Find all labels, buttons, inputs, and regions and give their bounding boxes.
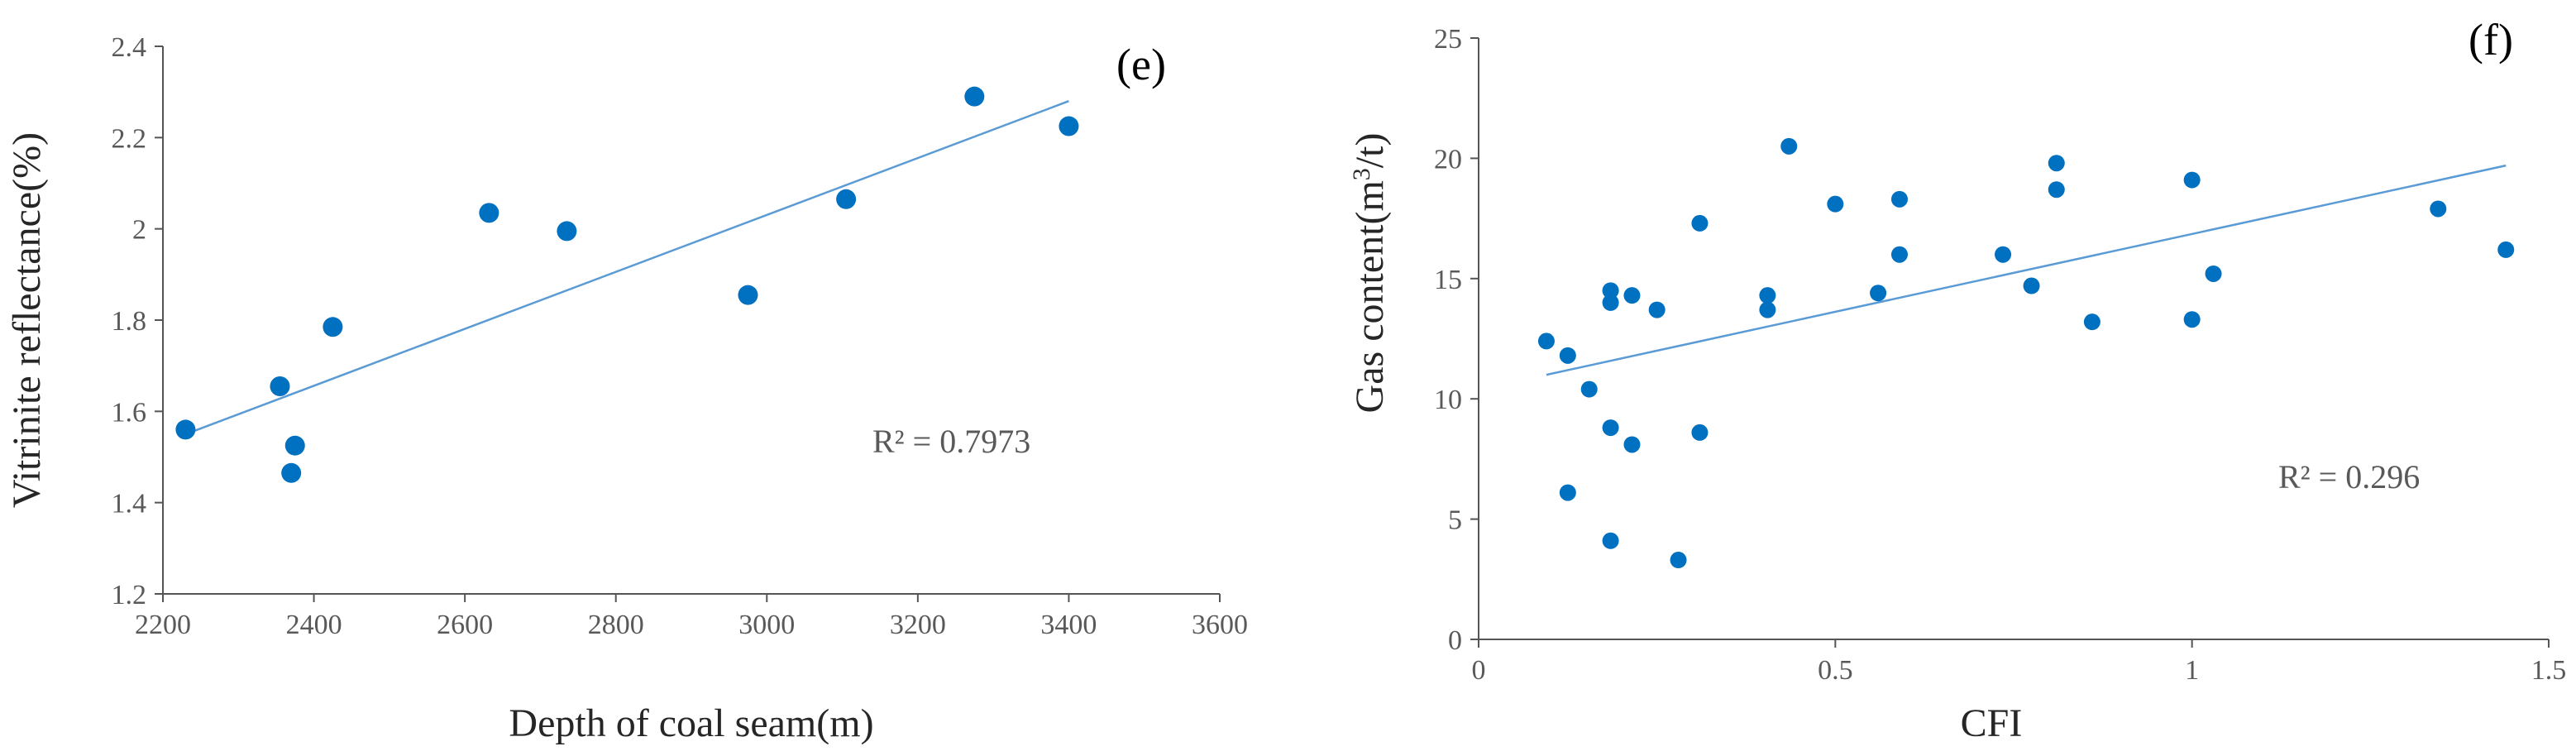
chart-f-point-30 [2497,241,2515,258]
chart-f-point-13 [1691,423,1709,441]
chart-e-y-tick-label-4: 2 [132,215,146,246]
chart-e-x-tick-label-7: 3600 [1192,610,1248,640]
chart-f-y-axis-title-suffix: /t) [1348,133,1392,169]
chart-f-point-2 [1559,484,1576,501]
chart-f-point-25 [2083,313,2100,331]
chart-f-point-11 [1670,552,1687,569]
chart-e-point-4 [323,317,343,337]
chart-e-point-8 [836,189,857,209]
chart-f-point-26 [2183,171,2201,189]
chart-panel-f: 0 0.5 1 1.5 0 5 10 15 20 25 (f) R² = 0.296 CFI Ga… [1348,15,2566,745]
chart-e-y-tick-label-0: 1.2 [112,580,147,610]
chart-f-point-16 [1780,137,1798,155]
chart-f-ticks: 0 0.5 1 1.5 0 5 10 15 20 25 [1434,24,2566,686]
chart-f-y-axis-title-sup: 3 [1348,168,1375,180]
chart-f-y-tick-label-0: 0 [1448,625,1462,656]
chart-e-x-tick-label-1: 2400 [286,610,342,640]
chart-f-r2-label: R² = 0.296 [2278,458,2420,495]
chart-f-point-6 [1602,419,1619,437]
chart-e-ticks: 2200 2400 2600 2800 3000 3200 3400 3600 1.2 1.4 1.… [112,32,1249,640]
chart-f-point-7 [1602,532,1619,549]
chart-f-y-tick-label-2: 10 [1434,385,1462,415]
chart-e-point-9 [964,86,985,107]
chart-f-point-20 [1890,246,1908,263]
chart-f-point-19 [1890,190,1908,208]
chart-f-point-23 [2048,155,2065,172]
chart-f-trendline [1546,164,2507,376]
chart-e-marks [175,86,1079,483]
chart-e-y-tick-label-6: 2.4 [112,32,147,63]
chart-f-x-tick-label-1: 0.5 [1818,655,1853,686]
chart-e-x-tick-label-6: 3400 [1040,610,1097,640]
chart-f-point-21 [1995,246,2012,263]
chart-e-point-10 [1059,116,1079,136]
chart-f-point-27 [2183,311,2201,328]
chart-e-trendline [184,100,1069,436]
chart-e-point-6 [557,221,577,242]
chart-e-r2-label: R² = 0.7973 [872,423,1030,460]
chart-f-point-18 [1870,285,1887,302]
chart-f-panel-label: (f) [2468,15,2513,65]
chart-f-point-29 [2430,200,2447,218]
chart-e-x-tick-label-2: 2600 [437,610,493,640]
chart-f-marks [1537,137,2515,569]
chart-f-point-28 [2205,265,2222,282]
chart-f-x-tick-label-2: 1 [2185,655,2199,686]
chart-f-point-8 [1623,287,1641,304]
chart-f-x-tick-label-3: 1.5 [2531,655,2567,686]
chart-e-x-tick-label-0: 2200 [135,610,191,640]
chart-f-point-17 [1827,195,1844,213]
chart-e-x-tick-label-5: 3200 [890,610,946,640]
chart-e-panel-label: (e) [1116,40,1166,89]
chart-e-x-tick-label-4: 3000 [738,610,795,640]
chart-e-point-3 [284,435,305,456]
chart-f-y-tick-label-1: 5 [1448,505,1462,536]
chart-f-point-4 [1602,282,1619,299]
chart-e-y-tick-label-5: 2.2 [112,123,147,154]
chart-f-point-22 [2023,277,2040,294]
chart-e-y-tick-label-3: 1.8 [112,306,147,337]
chart-e-point-7 [738,285,758,305]
chart-e-point-5 [479,203,499,223]
chart-f-point-0 [1537,333,1555,350]
chart-f-point-12 [1691,214,1709,232]
chart-f-point-1 [1559,347,1576,364]
chart-f-point-5 [1602,294,1619,311]
chart-f-y-tick-label-4: 20 [1434,144,1462,175]
chart-panel-e: 2200 2400 2600 2800 3000 3200 3400 3600 1.2 1.4 1.… [5,32,1248,745]
chart-f-point-24 [2048,181,2065,199]
chart-f-point-14 [1759,287,1776,304]
chart-e-y-tick-label-1: 1.4 [112,489,147,519]
chart-f-x-axis-title: CFI [1961,701,2023,745]
chart-e-y-axis-title: Vitrinite reflectance(%) [5,132,49,508]
chart-e-x-tick-label-3: 2800 [588,610,644,640]
chart-f-point-9 [1623,436,1641,453]
chart-e-point-1 [270,376,290,396]
chart-f-point-15 [1759,301,1776,318]
chart-e-point-2 [281,462,302,483]
chart-f-point-10 [1648,301,1666,318]
chart-f-y-axis-title: Gas content(m3/t) [1348,133,1392,414]
chart-e-point-0 [175,419,196,440]
chart-f-x-tick-label-0: 0 [1472,655,1486,686]
chart-e-x-axis-title: Depth of coal seam(m) [509,701,873,745]
chart-f-y-axis-title-prefix: Gas content(m [1348,180,1392,413]
chart-f-y-tick-label-3: 15 [1434,265,1462,295]
chart-f-point-3 [1580,380,1598,398]
chart-f-y-tick-label-5: 25 [1434,24,1462,55]
chart-e-y-tick-label-2: 1.6 [112,397,147,428]
